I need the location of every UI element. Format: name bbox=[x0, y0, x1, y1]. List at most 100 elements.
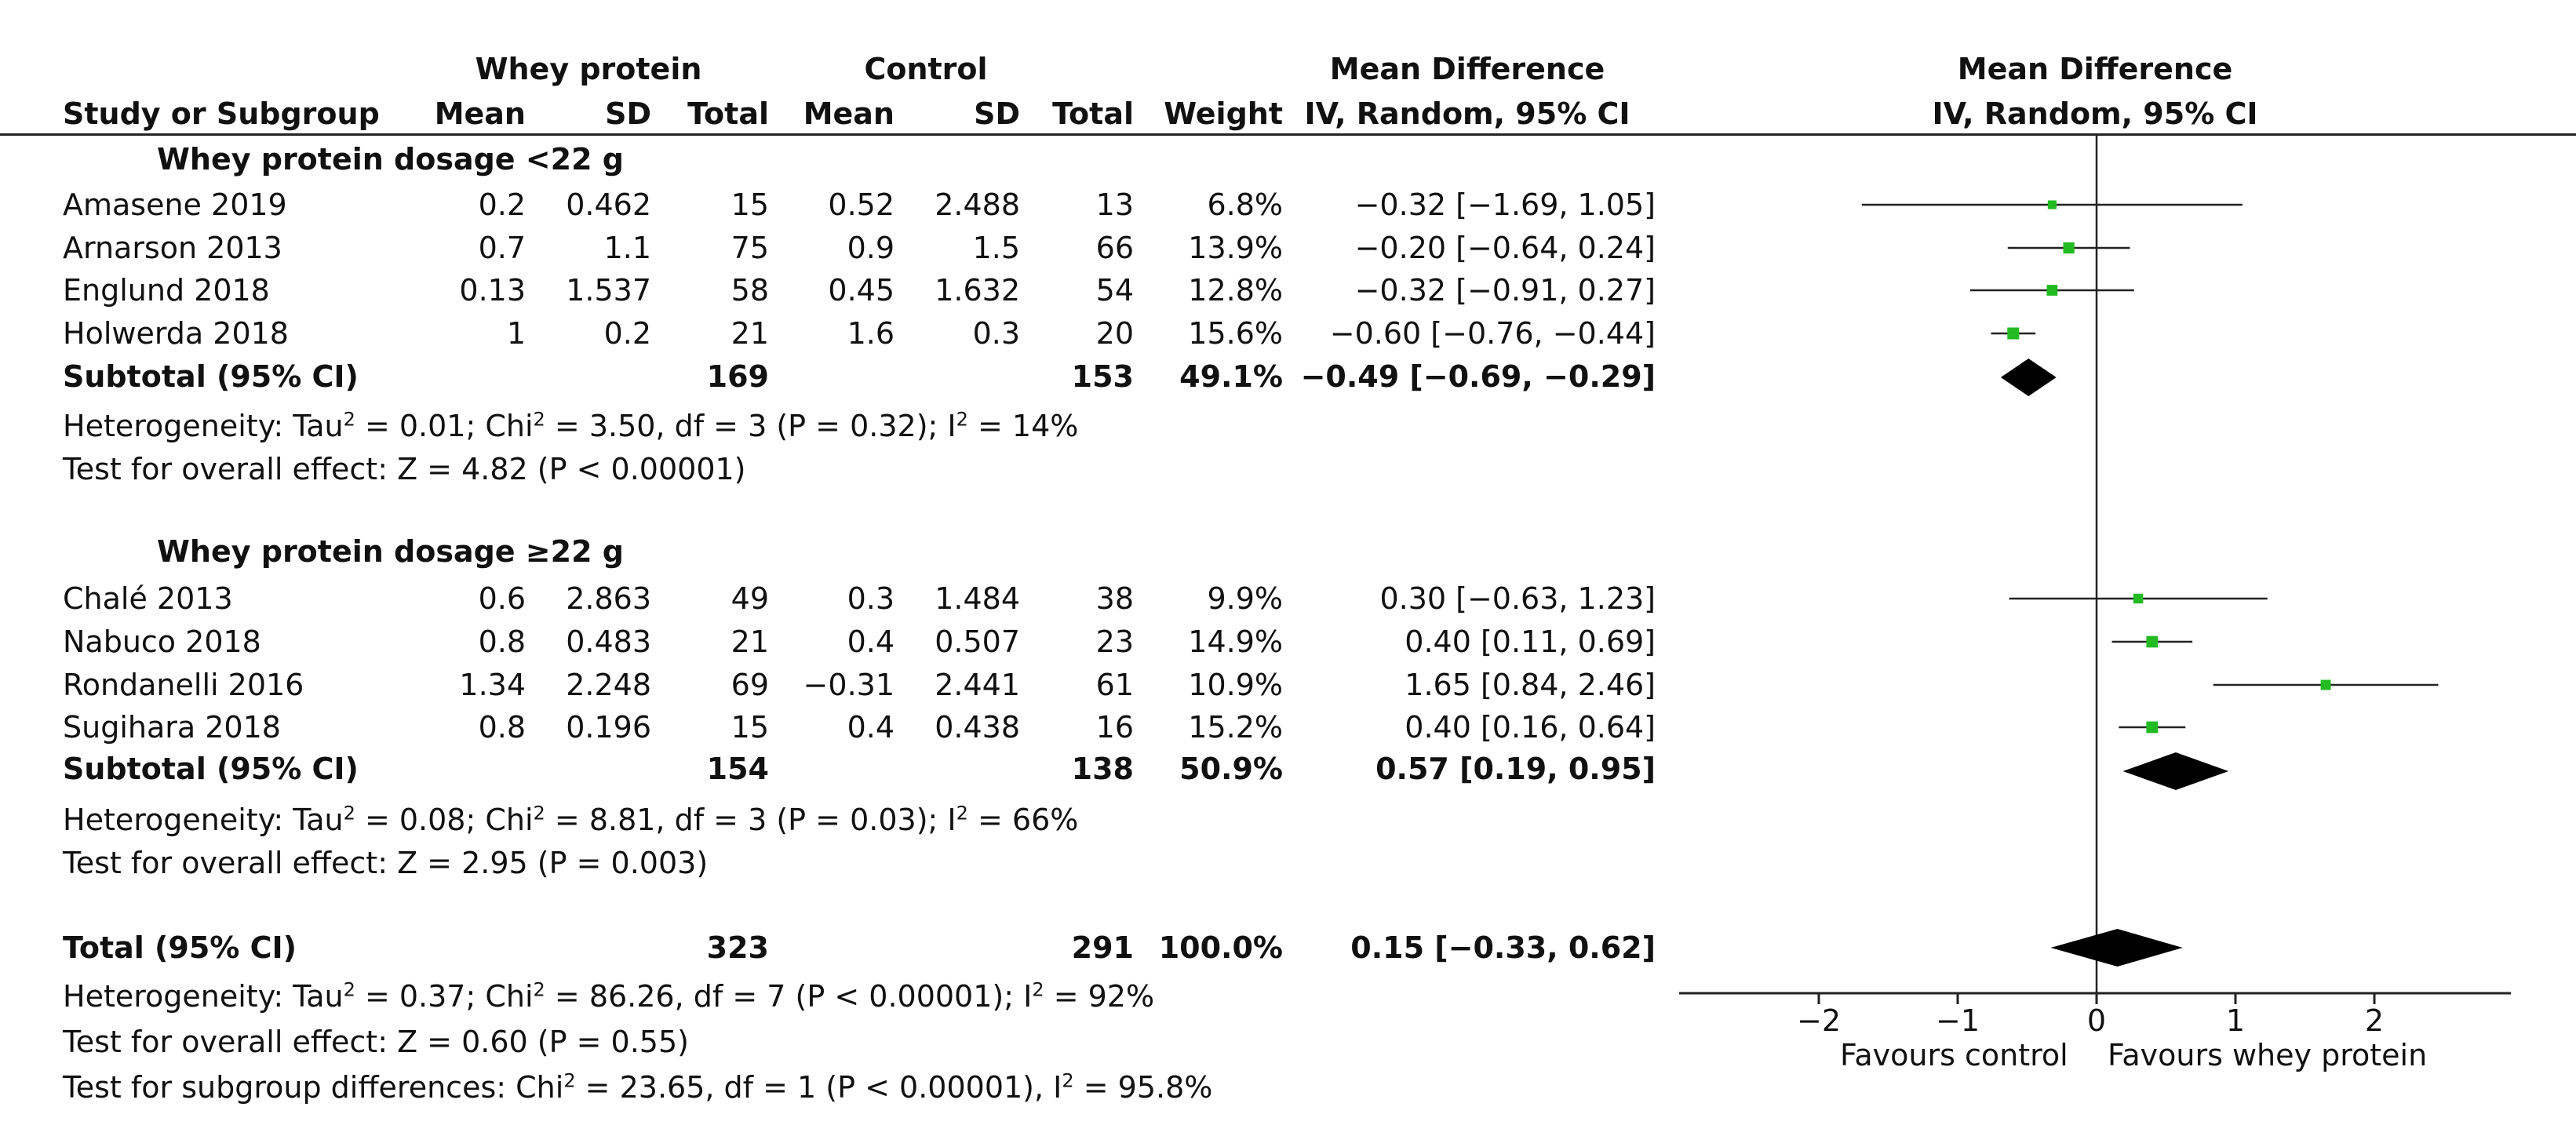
study-n2-cell: 38 bbox=[1095, 581, 1134, 616]
subtotal-1-weight: 49.1% bbox=[1179, 359, 1283, 394]
total-weight: 100.0% bbox=[1158, 930, 1283, 965]
overall-effect-2: Test for overall effect: Z = 2.95 (P = 0… bbox=[63, 846, 709, 880]
study-n1-cell: 15 bbox=[731, 188, 769, 222]
study-name-cell: Englund 2018 bbox=[63, 273, 270, 308]
study-point-marker bbox=[2007, 327, 2020, 340]
study-n1-cell: 49 bbox=[731, 581, 769, 616]
col-mean2: Mean bbox=[803, 96, 894, 131]
total-ci: 0.15 [−0.33, 0.62] bbox=[1350, 930, 1656, 965]
study-ci-cell: −0.20 [−0.64, 0.24] bbox=[1354, 231, 1656, 265]
study-n1-cell: 75 bbox=[731, 231, 769, 265]
study-mean1-cell: 0.13 bbox=[459, 273, 526, 308]
col-total2: Total bbox=[1052, 96, 1134, 131]
study-point-marker bbox=[2146, 721, 2159, 734]
study-mean2-cell: 0.52 bbox=[828, 188, 894, 222]
subtotal-2-label: Subtotal (95% CI) bbox=[63, 752, 359, 786]
study-weight-cell: 15.2% bbox=[1188, 710, 1283, 745]
subtotal-2-n1: 154 bbox=[706, 752, 769, 786]
study-name-cell: Rondanelli 2016 bbox=[63, 668, 304, 702]
axis-label-left: Favours control bbox=[1840, 1038, 2068, 1072]
study-mean2-cell: 0.45 bbox=[828, 273, 894, 308]
control-group-header: Control bbox=[864, 52, 988, 86]
study-n2-cell: 20 bbox=[1095, 316, 1134, 351]
total-label: Total (95% CI) bbox=[63, 930, 297, 965]
heterogeneity-2: Heterogeneity: Tau2 = 0.08; Chi2 = 8.81,… bbox=[63, 802, 1079, 837]
study-ci-cell: 0.40 [0.11, 0.69] bbox=[1405, 624, 1656, 659]
pooled-diamond bbox=[2122, 752, 2229, 790]
pooled-diamond bbox=[2050, 929, 2183, 967]
col-study: Study or Subgroup bbox=[63, 96, 380, 131]
x-tick-label: −2 bbox=[1797, 1003, 1841, 1038]
study-point-marker bbox=[2047, 200, 2057, 209]
study-weight-cell: 6.8% bbox=[1207, 188, 1283, 222]
study-mean2-cell: 0.9 bbox=[847, 231, 894, 265]
study-ci-cell: 0.40 [0.16, 0.64] bbox=[1405, 710, 1656, 745]
md-title-left: Mean Difference bbox=[1329, 52, 1605, 86]
study-point-marker bbox=[2146, 635, 2159, 648]
md-sub-right: IV, Random, 95% CI bbox=[1932, 96, 2258, 131]
whey-protein-group-header: Whey protein bbox=[475, 52, 702, 86]
header-divider bbox=[0, 133, 2576, 136]
study-sd2-cell: 1.484 bbox=[935, 581, 1020, 616]
study-point-marker bbox=[2063, 242, 2075, 254]
study-sd2-cell: 1.632 bbox=[935, 273, 1020, 308]
study-mean1-cell: 0.7 bbox=[478, 231, 526, 265]
study-n1-cell: 21 bbox=[731, 624, 769, 659]
study-n1-cell: 21 bbox=[731, 316, 769, 351]
study-ci-cell: 1.65 [0.84, 2.46] bbox=[1405, 668, 1656, 702]
study-mean2-cell: 0.4 bbox=[847, 710, 894, 745]
md-title-right: Mean Difference bbox=[1957, 52, 2233, 86]
study-sd2-cell: 2.441 bbox=[935, 668, 1020, 702]
study-point-marker bbox=[2320, 679, 2331, 690]
md-sub-left: IV, Random, 95% CI bbox=[1304, 96, 1630, 131]
study-name-cell: Amasene 2019 bbox=[63, 188, 287, 222]
study-n1-cell: 15 bbox=[731, 710, 769, 745]
study-weight-cell: 14.9% bbox=[1188, 624, 1283, 659]
subgroup-2-title: Whey protein dosage ≥22 g bbox=[157, 534, 624, 569]
study-sd2-cell: 0.507 bbox=[935, 624, 1020, 659]
study-weight-cell: 9.9% bbox=[1207, 581, 1283, 616]
study-weight-cell: 15.6% bbox=[1188, 316, 1283, 351]
study-sd1-cell: 0.462 bbox=[566, 188, 651, 222]
study-sd2-cell: 1.5 bbox=[972, 231, 1020, 265]
study-mean1-cell: 0.8 bbox=[478, 710, 526, 745]
x-tick-label: −1 bbox=[1936, 1003, 1980, 1038]
study-n2-cell: 54 bbox=[1095, 273, 1134, 308]
col-weight: Weight bbox=[1164, 96, 1283, 131]
study-weight-cell: 10.9% bbox=[1188, 668, 1283, 702]
study-sd1-cell: 2.248 bbox=[566, 668, 651, 702]
x-tick-label: 1 bbox=[2226, 1003, 2245, 1038]
x-tick-label: 2 bbox=[2365, 1003, 2384, 1038]
total-n2: 291 bbox=[1071, 930, 1134, 965]
subtotal-1-ci: −0.49 [−0.69, −0.29] bbox=[1300, 359, 1656, 394]
study-ci-cell: 0.30 [−0.63, 1.23] bbox=[1379, 581, 1656, 616]
study-name-cell: Sugihara 2018 bbox=[63, 710, 281, 745]
study-name-cell: Nabuco 2018 bbox=[63, 624, 261, 659]
col-mean1: Mean bbox=[434, 96, 526, 131]
col-sd1: SD bbox=[605, 96, 651, 131]
study-point-marker bbox=[2046, 285, 2058, 296]
study-n2-cell: 66 bbox=[1095, 231, 1134, 265]
study-mean1-cell: 0.8 bbox=[478, 624, 526, 659]
heterogeneity-1: Heterogeneity: Tau2 = 0.01; Chi2 = 3.50,… bbox=[63, 408, 1079, 443]
study-name-cell: Chalé 2013 bbox=[63, 581, 233, 616]
study-mean2-cell: 0.4 bbox=[847, 624, 894, 659]
study-n2-cell: 23 bbox=[1095, 624, 1134, 659]
study-mean1-cell: 1.34 bbox=[459, 668, 526, 702]
study-sd2-cell: 2.488 bbox=[935, 188, 1020, 222]
study-sd1-cell: 2.863 bbox=[566, 581, 651, 616]
study-n1-cell: 69 bbox=[731, 668, 769, 702]
study-ci-cell: −0.32 [−0.91, 0.27] bbox=[1354, 273, 1656, 308]
total-n1: 323 bbox=[706, 930, 769, 965]
study-n2-cell: 61 bbox=[1095, 668, 1134, 702]
study-weight-cell: 13.9% bbox=[1188, 231, 1283, 265]
study-mean1-cell: 0.2 bbox=[478, 188, 526, 222]
study-sd2-cell: 0.438 bbox=[935, 710, 1020, 745]
study-sd1-cell: 1.537 bbox=[566, 273, 651, 308]
study-sd1-cell: 1.1 bbox=[603, 231, 651, 265]
col-sd2: SD bbox=[974, 96, 1020, 131]
study-weight-cell: 12.8% bbox=[1188, 273, 1283, 308]
study-sd2-cell: 0.3 bbox=[972, 316, 1020, 351]
study-mean2-cell: 0.3 bbox=[847, 581, 894, 616]
